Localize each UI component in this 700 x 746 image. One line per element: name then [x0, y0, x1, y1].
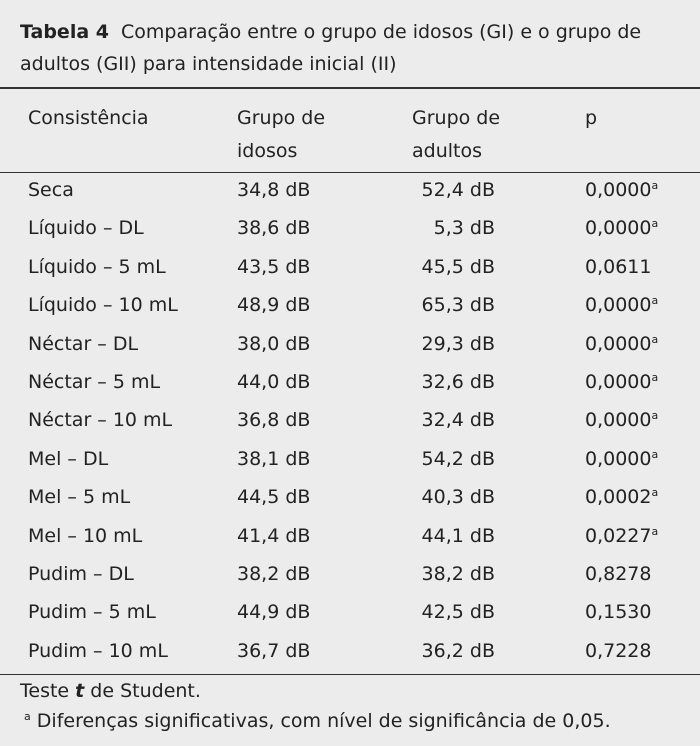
table-caption: Tabela 4 Comparação entre o grupo de idos… — [20, 16, 680, 80]
note-mark: a — [651, 179, 659, 192]
cell: 52,4 dB — [421, 179, 495, 201]
cell: 38,6 dB — [237, 217, 311, 240]
footnote: a Diferenças significativas, com nível d… — [24, 710, 611, 732]
cell: 40,3 dB — [421, 486, 495, 509]
cell: 0,0000a — [585, 409, 658, 431]
column-header: Consistência — [28, 107, 149, 129]
cell: 0,0611 — [585, 256, 651, 278]
rule — [0, 87, 700, 89]
rule — [0, 674, 700, 675]
cell: Pudim – 5 mL — [28, 601, 156, 624]
note-mark: a — [651, 447, 659, 461]
cell: Líquido – DL — [28, 217, 144, 240]
cell: 65,3 dB — [421, 294, 495, 317]
cell: Mel – 5 mL — [28, 486, 131, 509]
cell: 0,8278 — [585, 563, 651, 585]
note-mark: a — [651, 486, 659, 500]
cell: 44,1 dB — [421, 524, 495, 547]
p-value: 0,0000 — [585, 447, 652, 470]
note-mark: a — [651, 217, 659, 231]
cell: 48,9 dB — [237, 294, 311, 317]
cell: 43,5 dB — [237, 255, 311, 278]
cell: 0,0000a — [585, 294, 658, 316]
rule — [0, 172, 700, 173]
cell: 38,2 dB — [421, 563, 495, 585]
p-value: 0,1530 — [585, 601, 652, 624]
cell: 0,7228 — [585, 640, 651, 662]
cell: 5,3 dB — [433, 217, 495, 240]
column-header: Grupo de adultos — [412, 107, 501, 162]
note-mark: a — [651, 371, 659, 384]
cell: 0,0227a — [585, 525, 658, 547]
p-value: 0,0000 — [585, 409, 652, 432]
cell: 42,5 dB — [421, 601, 495, 624]
p-value: 0,0000 — [585, 217, 652, 240]
p-value: 0,0611 — [585, 255, 652, 278]
cell: Mel – DL — [28, 447, 109, 470]
cell: 34,8 dB — [237, 179, 311, 201]
cell: 44,9 dB — [237, 601, 311, 624]
cell: Néctar – 5 mL — [28, 371, 161, 393]
note-mark: a — [651, 294, 659, 308]
cell: Néctar – DL — [28, 332, 139, 355]
cell: 0,0000a — [585, 371, 658, 393]
cell: 36,2 dB — [421, 639, 495, 662]
cell: Seca — [28, 179, 74, 201]
note-mark: a — [651, 332, 659, 346]
p-value: 0,0000 — [585, 371, 652, 393]
text: de Student. — [90, 680, 201, 702]
cell: Líquido – 5 mL — [28, 255, 166, 278]
cell: 54,2 dB — [421, 447, 495, 470]
cell: 0,0000a — [585, 217, 658, 239]
cell: 0,0000a — [585, 179, 658, 201]
p-value: 0,0000 — [585, 332, 652, 355]
cell: 29,3 dB — [421, 332, 495, 355]
cell: 45,5 dB — [421, 255, 495, 278]
p-value: 0,7228 — [585, 639, 652, 662]
cell: 0,0000a — [585, 333, 658, 355]
cell: 0,0000a — [585, 448, 658, 470]
text: Diferenças significativas, com nível de … — [36, 710, 611, 732]
cell: 38,2 dB — [237, 563, 311, 585]
cell: 44,5 dB — [237, 486, 311, 509]
cell: 32,4 dB — [421, 409, 495, 432]
cell: Pudim – DL — [28, 563, 134, 585]
p-value: 0,0002 — [585, 486, 652, 509]
cell: 38,0 dB — [237, 332, 311, 355]
p-value: 0,0227 — [585, 524, 652, 547]
cell: 36,8 dB — [237, 409, 311, 432]
column-header: Grupo de idosos — [237, 107, 326, 162]
cell: 32,6 dB — [421, 371, 495, 393]
note-mark: a — [651, 524, 659, 538]
note-mark: a — [651, 409, 659, 423]
p-value: 0,8278 — [585, 563, 652, 585]
cell: Pudim – 10 mL — [28, 639, 168, 662]
text: t — [75, 680, 85, 702]
caption-text: Comparação entre o grupo de idosos (GI) … — [20, 21, 642, 75]
footnote-test: Teste t de Student. — [20, 680, 201, 702]
cell: 44,0 dB — [237, 371, 311, 393]
cell: 0,1530 — [585, 601, 651, 623]
cell: Mel – 10 mL — [28, 524, 143, 547]
cell: 36,7 dB — [237, 639, 311, 662]
p-value: 0,0000 — [585, 294, 652, 317]
cell: 0,0002a — [585, 486, 658, 508]
caption-label: Tabela 4 — [20, 21, 109, 43]
text: Teste — [20, 680, 70, 702]
cell: 38,1 dB — [237, 447, 311, 470]
column-header: p — [585, 107, 598, 129]
cell: Néctar – 10 mL — [28, 409, 173, 432]
p-value: 0,0000 — [585, 179, 652, 201]
cell: Líquido – 10 mL — [28, 294, 178, 317]
note-mark: a — [24, 710, 31, 723]
cell: 41,4 dB — [237, 524, 311, 547]
